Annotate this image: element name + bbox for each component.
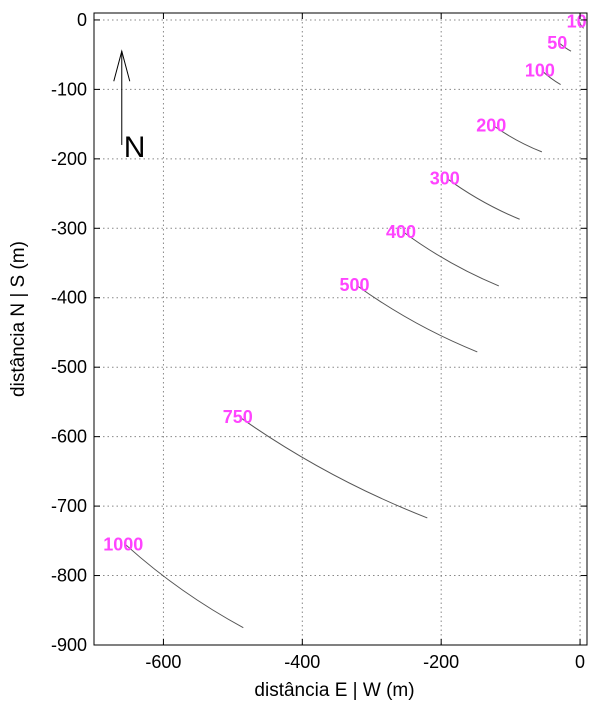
north-arrow: N (113, 49, 146, 164)
curve-label-400: 400 (386, 222, 416, 242)
y-tick-label: -700 (51, 496, 87, 516)
curve-750 (239, 416, 428, 519)
curve-label-50: 50 (547, 33, 567, 53)
north-label: N (124, 131, 146, 164)
curve-label-500: 500 (339, 275, 369, 295)
curve-50 (558, 42, 572, 52)
x-tick-label: -600 (145, 652, 181, 672)
y-axis-label: distância N | S (m) (8, 241, 29, 397)
curve-label-200: 200 (476, 116, 506, 136)
curve-label-750: 750 (223, 407, 253, 427)
north-arrow-head (113, 49, 131, 82)
curve-500 (356, 284, 478, 353)
curve-1000 (124, 543, 244, 629)
x-tick-label: -200 (423, 652, 459, 672)
y-tick-label: -100 (51, 79, 87, 99)
curve-200 (492, 125, 543, 153)
y-tick-label: -900 (51, 635, 87, 655)
y-tick-label: -800 (51, 566, 87, 586)
curve-label-10: 10 (567, 11, 587, 31)
y-tick-label: 0 (77, 10, 87, 30)
y-tick-label: -300 (51, 218, 87, 238)
x-tick-label: -400 (284, 652, 320, 672)
x-axis-ticks: -600 -400 -200 0 (145, 13, 585, 672)
x-tick-label: 0 (575, 652, 585, 672)
curve-10 (578, 21, 584, 29)
curve-label-300: 300 (430, 168, 460, 188)
curve-label-100: 100 (525, 61, 555, 81)
y-axis-ticks: 0 -100 -200 -300 -400 -500 -600 -700 -800 -900 (51, 10, 587, 655)
curve-400 (402, 231, 500, 287)
y-tick-label: -600 (51, 427, 87, 447)
grid (94, 13, 587, 646)
curve-300 (446, 177, 520, 220)
y-tick-label: -400 (51, 288, 87, 308)
x-axis-label: distância E | W (m) (254, 680, 414, 701)
curve-100 (541, 70, 561, 85)
plot-frame (93, 12, 588, 646)
curve-label-1000: 1000 (103, 534, 143, 554)
y-tick-label: -500 (51, 357, 87, 377)
curves (124, 21, 584, 629)
y-tick-label: -200 (51, 149, 87, 169)
